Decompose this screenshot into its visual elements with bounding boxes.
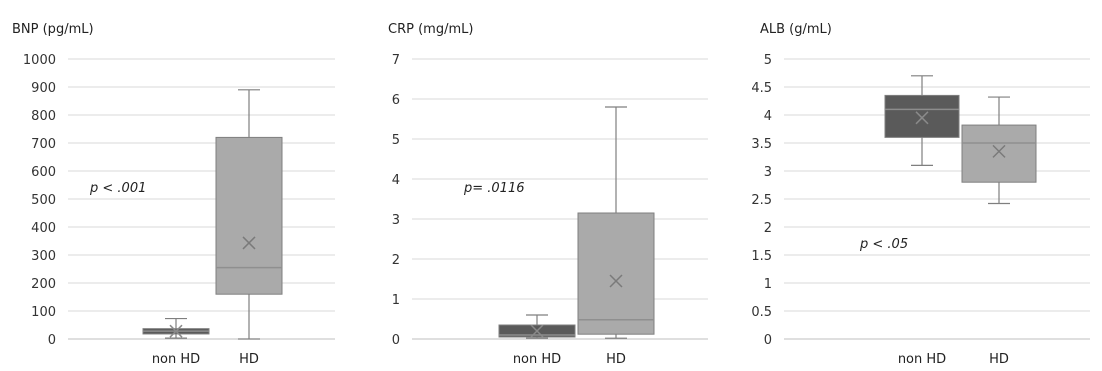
box-non-hd (142, 317, 210, 339)
y-tick-label: 900 (31, 81, 56, 96)
boxes (142, 89, 283, 340)
mean-marker (992, 144, 1006, 158)
y-tick-label: 1000 (23, 53, 56, 68)
y-tick-label: 3 (392, 213, 400, 228)
category-labels: non HD HD (152, 352, 259, 367)
chart-title: BNP (pg/mL) (12, 22, 94, 37)
y-tick-label: 7 (392, 53, 400, 68)
y-tick-label: 3.5 (751, 137, 772, 152)
boxes (884, 75, 1037, 205)
y-tick-label: 5 (392, 133, 400, 148)
y-tick-label: 4.5 (751, 81, 772, 96)
category-labels: non HD HD (513, 352, 626, 367)
gridlines (68, 58, 335, 340)
category-label: HD (989, 352, 1009, 367)
mean-marker (169, 324, 183, 338)
y-tick-label: 500 (31, 193, 56, 208)
p-value-annotation: p < .001 (89, 181, 146, 196)
category-label: non HD (513, 352, 561, 367)
y-tick-label: 700 (31, 137, 56, 152)
panel-alb: ALB (g/mL) 0 0.5 1 1.5 2 2.5 3 3.5 4 4.5 5 non HD H… (751, 22, 1090, 367)
category-label: HD (606, 352, 626, 367)
mean-marker (915, 111, 929, 125)
iqr-box (215, 136, 283, 295)
y-tick-labels: 0 0.5 1 1.5 2 2.5 3 3.5 4 4.5 5 (751, 53, 772, 348)
y-tick-label: 0.5 (751, 305, 772, 320)
y-tick-label: 4 (392, 173, 400, 188)
y-tick-label: 0 (48, 333, 56, 348)
box-hd (215, 89, 283, 340)
boxes (498, 106, 655, 339)
p-value-annotation: p < .05 (859, 237, 908, 252)
y-tick-labels: 0 100 200 300 400 500 600 700 800 900 1000 (23, 53, 56, 348)
chart-title: CRP (mg/mL) (388, 22, 473, 37)
y-tick-label: 600 (31, 165, 56, 180)
iqr-box (884, 94, 960, 138)
y-tick-label: 1.5 (751, 249, 772, 264)
box-hd (577, 106, 655, 339)
chart-title: ALB (g/mL) (760, 22, 832, 37)
panel-bnp: BNP (pg/mL) 0 100 200 300 400 500 600 700 800 900… (12, 22, 335, 367)
y-tick-label: 5 (764, 53, 772, 68)
category-label: HD (239, 352, 259, 367)
y-tick-label: 0 (392, 333, 400, 348)
iqr-box (961, 124, 1037, 183)
category-label: non HD (152, 352, 200, 367)
mean-marker (530, 324, 544, 338)
y-tick-label: 300 (31, 249, 56, 264)
y-tick-labels: 0 1 2 3 4 5 6 7 (392, 53, 400, 348)
y-tick-label: 1 (392, 293, 400, 308)
box-non-hd (498, 314, 576, 339)
y-tick-label: 800 (31, 109, 56, 124)
iqr-box (577, 212, 655, 335)
y-tick-label: 3 (764, 165, 772, 180)
y-tick-label: 6 (392, 93, 400, 108)
y-tick-label: 4 (764, 109, 772, 124)
box-non-hd (884, 75, 960, 166)
y-tick-label: 0 (764, 333, 772, 348)
gridlines (412, 58, 708, 340)
panel-crp: CRP (mg/mL) 0 1 2 3 4 5 6 7 non HD HD p= .0116 (388, 22, 708, 367)
y-tick-label: 400 (31, 221, 56, 236)
y-tick-label: 2 (392, 253, 400, 268)
y-tick-label: 100 (31, 305, 56, 320)
category-label: non HD (898, 352, 946, 367)
y-tick-label: 2 (764, 221, 772, 236)
p-value-annotation: p= .0116 (463, 181, 525, 196)
y-tick-label: 1 (764, 277, 772, 292)
box-hd (961, 96, 1037, 205)
mean-marker (242, 236, 256, 250)
category-labels: non HD HD (898, 352, 1009, 367)
y-tick-label: 2.5 (751, 193, 772, 208)
y-tick-label: 200 (31, 277, 56, 292)
mean-marker (609, 274, 623, 288)
